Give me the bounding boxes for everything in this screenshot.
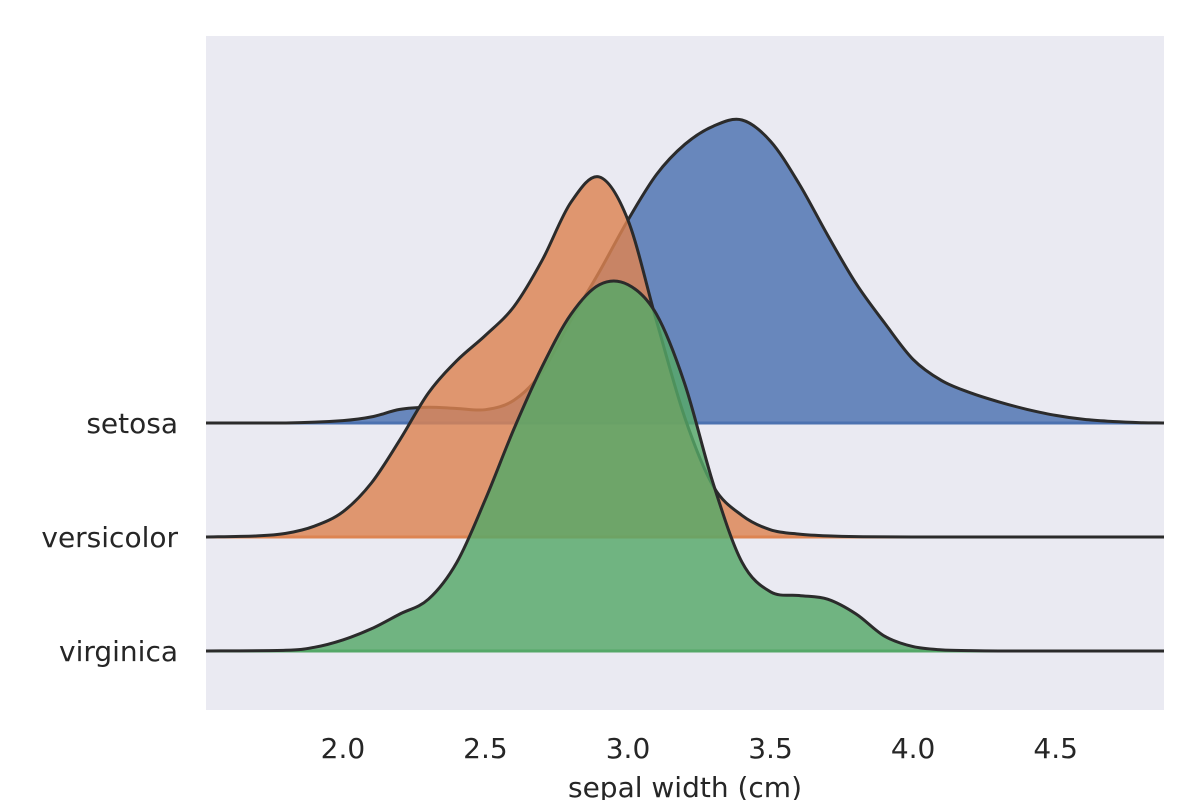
ridge-fill-virginica: [206, 281, 1164, 651]
ridge-outline-virginica: [205, 279, 1164, 653]
x-tick-labels: 2.0 2.5 3.0 3.5 4.0 4.5: [321, 732, 1078, 765]
category-labels: setosa versicolor virginica: [41, 407, 178, 668]
ridges: [205, 117, 1165, 653]
category-label-virginica: virginica: [59, 635, 178, 668]
ridge-virginica: [205, 279, 1164, 653]
x-tick-label: 4.0: [891, 732, 936, 765]
ridge-outline-versicolor: [205, 175, 1164, 539]
ridge-fill-versicolor: [206, 176, 1164, 538]
x-tick-label: 2.0: [321, 732, 366, 765]
x-axis-label: sepal width (cm): [568, 771, 802, 800]
ridge-fill-setosa: [206, 119, 1164, 424]
category-label-setosa: setosa: [86, 407, 178, 440]
category-label-versicolor: versicolor: [41, 521, 178, 554]
x-tick-label: 2.5: [463, 732, 508, 765]
x-tick-label: 3.5: [748, 732, 793, 765]
x-tick-label: 3.0: [606, 732, 651, 765]
x-tick-label: 4.5: [1033, 732, 1078, 765]
